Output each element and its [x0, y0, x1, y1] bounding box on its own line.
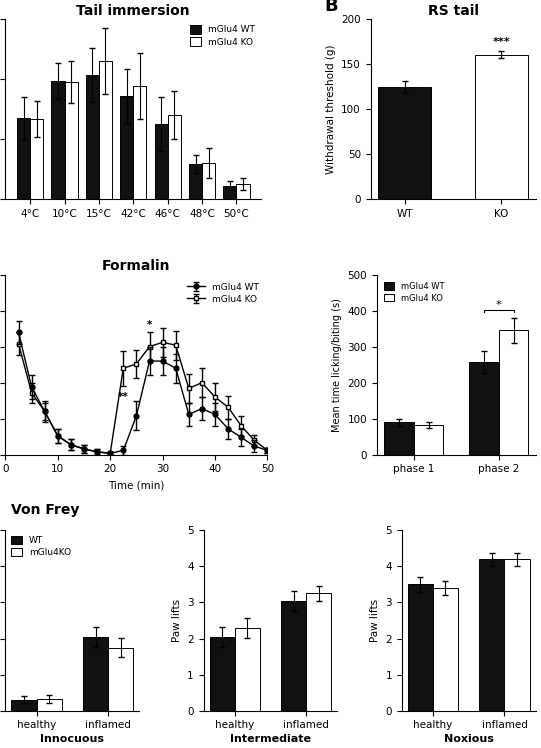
Bar — [83, 637, 108, 711]
Text: *: * — [147, 320, 152, 330]
Legend: WT, mGlu4KO: WT, mGlu4KO — [10, 535, 72, 558]
Legend: mGlu4 WT, mGlu4 KO: mGlu4 WT, mGlu4 KO — [188, 23, 256, 49]
Text: Von Frey: Von Frey — [11, 503, 80, 517]
Bar — [306, 593, 331, 711]
Bar — [469, 362, 499, 455]
Bar — [378, 88, 431, 199]
Bar — [236, 184, 249, 199]
Bar — [475, 55, 528, 199]
Title: Formalin: Formalin — [102, 260, 170, 273]
Y-axis label: Paw lifts: Paw lifts — [171, 599, 182, 642]
Legend: mGlu4 WT, mGlu4 KO: mGlu4 WT, mGlu4 KO — [183, 279, 263, 307]
Bar — [408, 584, 433, 711]
Bar — [499, 331, 529, 455]
Legend: mGlu4 WT, mGlu4 KO: mGlu4 WT, mGlu4 KO — [381, 279, 448, 306]
Bar — [504, 560, 530, 711]
Bar — [86, 75, 99, 199]
Bar — [202, 164, 215, 199]
Bar — [281, 601, 306, 711]
Bar — [133, 86, 147, 199]
Text: **: ** — [118, 392, 129, 402]
Bar — [30, 119, 43, 199]
Title: RS tail: RS tail — [427, 4, 479, 17]
Bar — [223, 186, 236, 199]
Text: ***: *** — [493, 37, 510, 47]
Y-axis label: Mean time licking/biting (s): Mean time licking/biting (s) — [332, 298, 342, 432]
X-axis label: Noxious: Noxious — [444, 735, 493, 744]
Title: Tail immersion: Tail immersion — [76, 4, 190, 17]
Bar — [479, 560, 504, 711]
Bar — [108, 648, 133, 711]
Bar — [414, 425, 444, 455]
X-axis label: Intermediate: Intermediate — [230, 735, 311, 744]
Text: B: B — [325, 0, 338, 16]
Bar — [433, 588, 458, 711]
Bar — [168, 114, 181, 199]
Bar — [51, 81, 64, 199]
X-axis label: Innocuous: Innocuous — [41, 735, 104, 744]
Bar — [120, 96, 133, 199]
Text: *: * — [496, 301, 502, 310]
Bar — [37, 699, 62, 711]
Bar — [99, 61, 112, 199]
Bar — [11, 700, 37, 711]
Bar — [17, 117, 30, 199]
Bar — [384, 423, 414, 455]
Y-axis label: Withdrawal threshold (g): Withdrawal threshold (g) — [326, 44, 335, 174]
Bar — [235, 628, 260, 711]
Bar — [210, 637, 235, 711]
Bar — [189, 164, 202, 199]
Bar — [64, 82, 77, 199]
X-axis label: Time (min): Time (min) — [108, 480, 164, 490]
Y-axis label: Paw lifts: Paw lifts — [370, 599, 380, 642]
Bar — [155, 124, 168, 199]
